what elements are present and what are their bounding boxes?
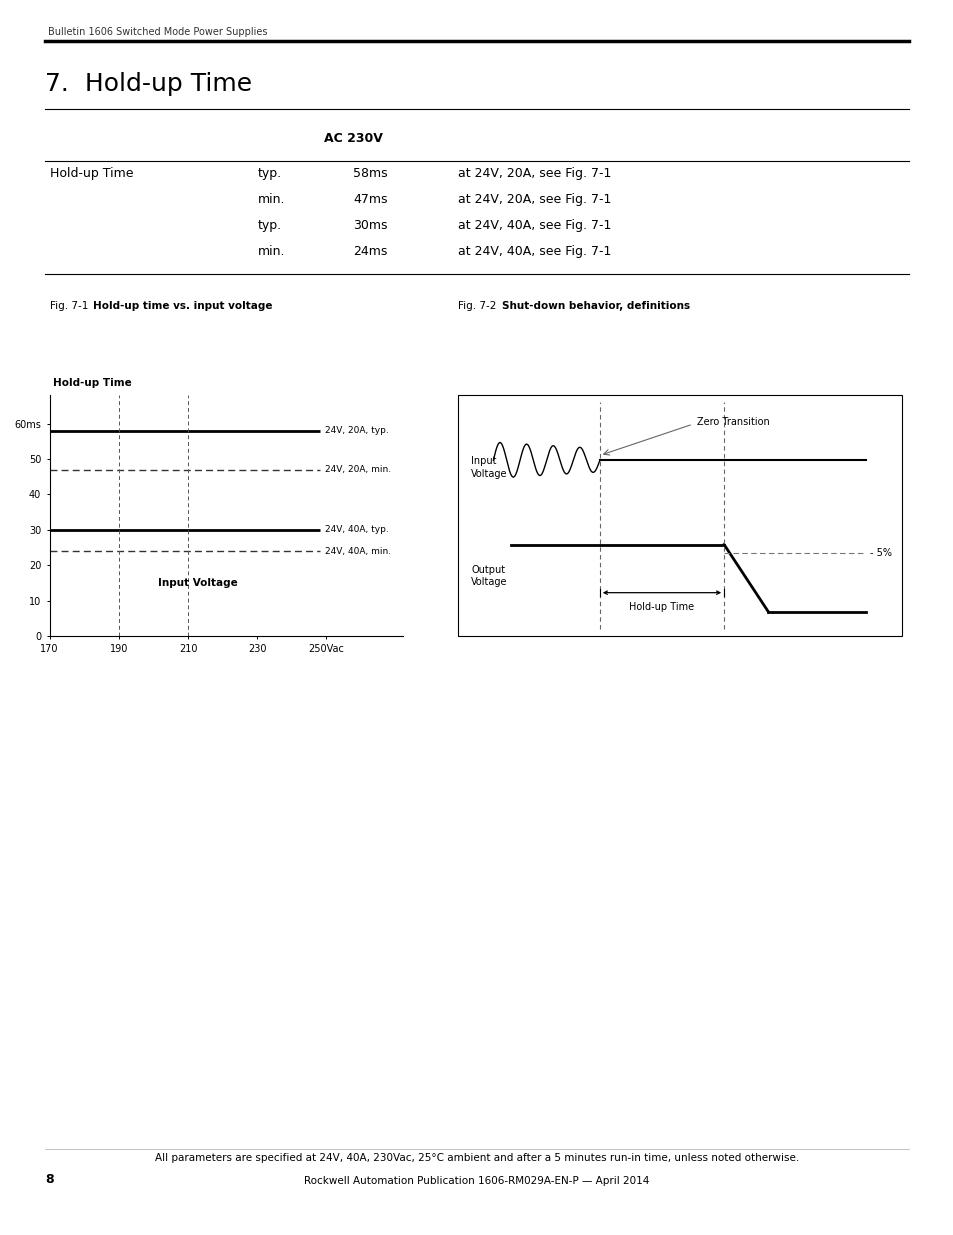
Text: 8: 8 [45, 1172, 53, 1186]
Text: Hold-up Time: Hold-up Time [629, 603, 694, 613]
Text: AC 230V: AC 230V [323, 132, 382, 146]
Text: 24V, 20A, typ.: 24V, 20A, typ. [324, 426, 388, 435]
Text: Bulletin 1606 Switched Mode Power Supplies: Bulletin 1606 Switched Mode Power Suppli… [48, 27, 267, 37]
Text: 30ms: 30ms [353, 219, 387, 232]
Text: Fig. 7-2: Fig. 7-2 [457, 301, 502, 311]
Text: at 24V, 40A, see Fig. 7-1: at 24V, 40A, see Fig. 7-1 [457, 245, 611, 258]
Text: Hold-up Time: Hold-up Time [53, 378, 132, 388]
Text: Shut-down behavior, definitions: Shut-down behavior, definitions [501, 301, 689, 311]
Text: Input Voltage: Input Voltage [158, 578, 237, 588]
Text: Hold-up Time: Hold-up Time [50, 167, 133, 180]
Text: All parameters are specified at 24V, 40A, 230Vac, 25°C ambient and after a 5 min: All parameters are specified at 24V, 40A… [154, 1153, 799, 1163]
Text: min.: min. [257, 193, 285, 206]
Text: 58ms: 58ms [353, 167, 387, 180]
Text: 24V, 40A, min.: 24V, 40A, min. [324, 547, 391, 556]
Text: Input
Voltage: Input Voltage [471, 456, 507, 479]
Text: typ.: typ. [257, 219, 281, 232]
Text: 7.  Hold-up Time: 7. Hold-up Time [45, 72, 252, 95]
Text: 24V, 40A, typ.: 24V, 40A, typ. [324, 525, 388, 535]
Text: Zero Transition: Zero Transition [697, 416, 769, 426]
Text: 24ms: 24ms [353, 245, 387, 258]
Text: min.: min. [257, 245, 285, 258]
Text: at 24V, 40A, see Fig. 7-1: at 24V, 40A, see Fig. 7-1 [457, 219, 611, 232]
Text: 47ms: 47ms [353, 193, 387, 206]
Text: Fig. 7-1: Fig. 7-1 [50, 301, 94, 311]
Text: at 24V, 20A, see Fig. 7-1: at 24V, 20A, see Fig. 7-1 [457, 193, 611, 206]
Text: Rockwell Automation Publication 1606-RM029A-EN-P — April 2014: Rockwell Automation Publication 1606-RM0… [304, 1176, 649, 1186]
Text: typ.: typ. [257, 167, 281, 180]
Text: at 24V, 20A, see Fig. 7-1: at 24V, 20A, see Fig. 7-1 [457, 167, 611, 180]
Text: - 5%: - 5% [869, 548, 892, 558]
Text: Hold-up time vs. input voltage: Hold-up time vs. input voltage [93, 301, 273, 311]
Text: 24V, 20A, min.: 24V, 20A, min. [324, 466, 391, 474]
Text: Output
Voltage: Output Voltage [471, 564, 507, 587]
